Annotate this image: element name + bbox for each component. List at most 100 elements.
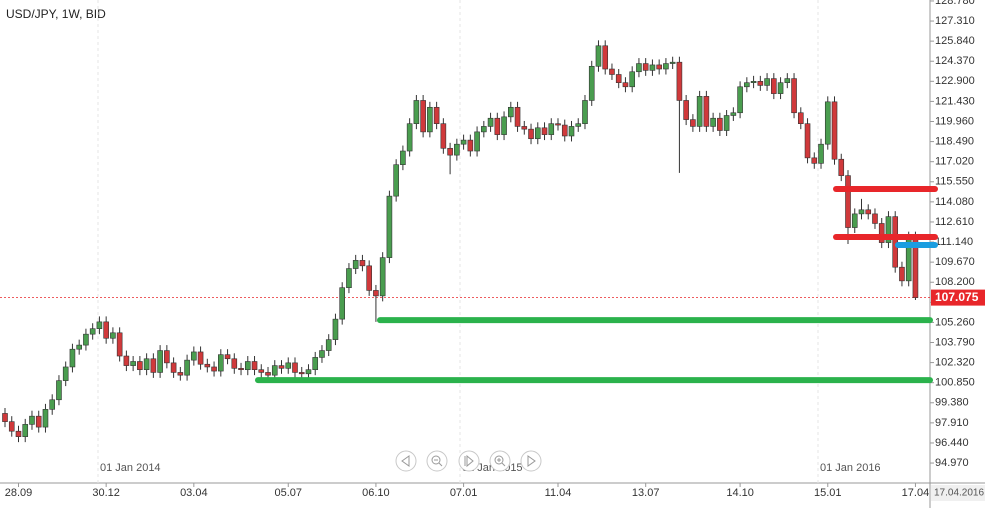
year-label: 01 Jan 2014	[100, 462, 161, 474]
candle-body	[137, 361, 143, 370]
candle-body	[271, 365, 278, 376]
candle-body	[717, 117, 723, 131]
candle-body	[164, 350, 170, 364]
candle-body	[656, 64, 662, 70]
candle-body	[818, 143, 824, 164]
candle-body	[89, 328, 96, 335]
candle-body	[298, 372, 305, 375]
candle-body	[501, 116, 507, 135]
candle-body	[454, 143, 460, 156]
zoom-in-button[interactable]	[489, 450, 511, 472]
candle-body	[379, 257, 386, 297]
candle-body	[177, 372, 184, 376]
candle-body	[305, 369, 312, 375]
y-tick-label: 118.490	[935, 135, 974, 147]
candle-body	[157, 350, 163, 373]
candle-body	[858, 209, 865, 215]
candle-body	[797, 112, 804, 124]
reset-button[interactable]	[458, 450, 480, 472]
candle-body	[83, 333, 89, 346]
last-price-label: 107.075	[935, 290, 979, 304]
candle-body	[103, 321, 109, 339]
candle-body	[602, 45, 609, 70]
x-tick-label: 07.01	[450, 487, 478, 499]
y-tick-label: 117.020	[935, 156, 974, 168]
candle-body	[346, 268, 352, 288]
candle-body	[663, 63, 669, 70]
candle-body	[804, 123, 811, 159]
candle-body	[629, 71, 635, 88]
candle-body	[393, 164, 399, 197]
candle-body	[838, 158, 845, 176]
candle-body	[49, 399, 56, 410]
y-tick-label: 102.320	[935, 356, 975, 368]
candle-body	[339, 287, 346, 320]
candle-body	[609, 68, 615, 75]
candle-body	[8, 421, 15, 432]
last-price-box	[931, 289, 985, 306]
cursor-date-box	[931, 485, 985, 501]
candle-body	[400, 150, 406, 165]
y-tick-label: 127.310	[935, 15, 975, 27]
y-tick-label: 114.080	[935, 196, 974, 208]
candle-body	[690, 119, 696, 127]
candle-body	[352, 260, 359, 269]
candle-body	[676, 61, 683, 101]
candle-body	[575, 123, 582, 127]
candle-body	[764, 78, 770, 86]
candle-body	[224, 354, 231, 360]
x-tick-label: 05.07	[274, 487, 302, 499]
y-tick-label: 96.440	[935, 437, 969, 449]
candle-body	[56, 380, 62, 401]
candle-body	[744, 82, 750, 88]
candle-body	[413, 100, 420, 124]
scroll-right-button[interactable]	[520, 450, 542, 472]
candle-body	[386, 195, 393, 258]
candle-body	[595, 45, 602, 67]
y-tick-label: 111.140	[935, 236, 973, 248]
candle-body	[892, 216, 899, 268]
candle-body	[615, 74, 622, 83]
candle-body	[15, 430, 22, 437]
candle-body	[373, 290, 379, 297]
candle-body	[130, 361, 136, 366]
candle-body	[474, 131, 480, 152]
candle-body	[258, 369, 265, 373]
candle-body	[42, 409, 49, 428]
candle-body	[62, 366, 69, 381]
candle-body	[312, 357, 319, 370]
candle-body	[238, 368, 244, 370]
candle-body	[824, 101, 831, 145]
candle-body	[494, 117, 501, 135]
candle-body	[447, 147, 453, 156]
scroll-left-button[interactable]	[395, 450, 417, 472]
candle-body	[204, 363, 211, 368]
candle-body	[292, 362, 298, 373]
candle-body	[811, 157, 818, 164]
candle-body	[184, 359, 190, 376]
candle-body	[191, 351, 197, 361]
x-tick-label: 30.12	[92, 487, 120, 499]
year-label: 01 Jan 2016	[820, 462, 881, 474]
candle-body	[777, 82, 784, 94]
y-tick-label: 103.790	[935, 336, 975, 348]
candle-body	[885, 216, 892, 243]
y-tick-label: 105.260	[935, 316, 975, 328]
candle-body	[218, 354, 224, 372]
candle-body	[69, 348, 76, 368]
zoom-out-button[interactable]	[426, 450, 448, 472]
candle-body	[440, 123, 447, 149]
chart-title: USD/JPY, 1W, BID	[6, 7, 106, 21]
y-tick-label: 122.900	[935, 75, 975, 87]
candle-body	[851, 213, 858, 228]
candle-body	[170, 362, 177, 373]
candle-body	[251, 361, 258, 370]
candle-body	[865, 209, 872, 215]
candle-body	[265, 372, 271, 376]
candle-body	[507, 106, 514, 118]
x-tick-label: 11.04	[545, 487, 572, 499]
candle-body	[481, 126, 487, 133]
candle-body	[588, 65, 595, 101]
candle-body	[211, 366, 217, 372]
